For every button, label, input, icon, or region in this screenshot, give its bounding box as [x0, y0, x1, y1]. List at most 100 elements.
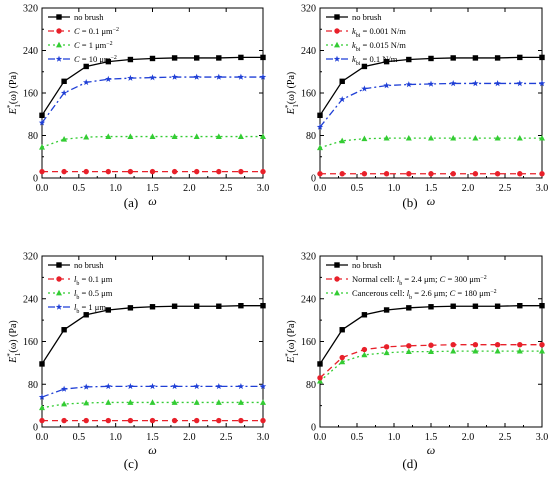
y-label-sup: * [6, 104, 14, 108]
data-point [171, 73, 178, 80]
x-tick-label: 0.0 [36, 432, 49, 443]
x-tick-label: 1.0 [388, 432, 401, 443]
data-point [472, 303, 479, 309]
legend-text-part: −2 [490, 289, 496, 295]
legend-text-part: = 0.1 μm [80, 26, 113, 36]
data-point [39, 404, 45, 411]
legend-text-part: bi [356, 47, 361, 53]
x-tick-label: 0.0 [314, 183, 327, 194]
legend-marker [334, 41, 340, 48]
data-point [317, 377, 323, 384]
data-point [60, 385, 68, 392]
chart-panel-3: 0.0 0.5 1.0 1.5 2.0 2.5 3.0 0 80 160 240 320 ω E*1(ω)… [284, 252, 548, 472]
data-point [149, 399, 156, 405]
data-point [494, 134, 501, 141]
y-tick-label: 320 [301, 252, 316, 263]
legend-text-part: l [74, 288, 77, 298]
legend-text-part: = 1 μm [80, 40, 107, 50]
legend-marker [55, 303, 63, 310]
legend-text-part: = 0.001 N/m [360, 26, 406, 36]
series-1 [39, 168, 266, 175]
y-tick-label: 320 [301, 4, 316, 15]
series-line [319, 305, 542, 365]
data-point [539, 54, 545, 61]
data-point [494, 342, 501, 348]
series-2 [317, 347, 545, 384]
x-tick-label: 3.0 [257, 432, 270, 443]
data-point [216, 168, 222, 175]
data-point [83, 133, 90, 140]
data-point [428, 348, 434, 355]
data-point [83, 63, 89, 70]
series-3 [316, 80, 546, 130]
x-tick-label: 1.5 [146, 432, 159, 443]
series-line [41, 305, 263, 365]
x-tick-label: 1.5 [425, 432, 438, 443]
data-point [494, 80, 501, 87]
legend-text-part: = 300 μm [445, 274, 480, 284]
y-label-main: E [8, 357, 19, 364]
data-point [383, 58, 390, 65]
data-point [361, 171, 368, 177]
data-point [383, 134, 390, 141]
data-point [405, 348, 412, 355]
data-point [61, 327, 67, 333]
legend-text-part: b [399, 281, 402, 287]
x-tick-label: 3.0 [257, 183, 270, 194]
legend-entry: Normal cell: lb = 2.4 μm; C = 300 μm−2 [326, 274, 487, 287]
panel-label: (a) [124, 195, 138, 210]
data-point [260, 133, 266, 139]
x-tick-label: 2.0 [462, 432, 475, 443]
data-point [539, 302, 545, 309]
data-point [317, 144, 323, 151]
data-point [494, 347, 501, 354]
legend-marker [334, 14, 340, 20]
y-tick-label: 0 [311, 174, 316, 185]
data-point [105, 382, 112, 390]
data-point [194, 168, 200, 175]
legend-text-part: k [352, 26, 356, 36]
data-point [215, 133, 222, 139]
x-tick-label: 0.5 [73, 183, 86, 194]
data-point [406, 56, 412, 63]
legend-entry: no brush [48, 12, 104, 22]
y-axis-label: E*1(ω) (Pa) [284, 72, 300, 116]
data-point [171, 168, 178, 175]
series-2 [317, 134, 545, 151]
y-tick-label: 0 [33, 174, 38, 185]
data-point [516, 134, 523, 141]
data-point [39, 361, 45, 367]
chart-panel-2: 0.0 0.5 1.0 1.5 2.0 2.5 3.0 0 80 160 240 320 ω E*1(ω)… [6, 252, 269, 472]
legend-text-part: = 180 μm [455, 288, 490, 298]
data-point [216, 417, 222, 424]
x-axis-label: ω [148, 443, 156, 457]
data-point [260, 168, 266, 175]
legend-entry: kbi = 0.001 N/m [326, 26, 406, 39]
data-point [260, 302, 266, 309]
legend-marker [55, 55, 63, 62]
data-point [149, 74, 156, 81]
data-point [428, 134, 434, 141]
legend-marker [334, 276, 340, 282]
y-label-main: E [8, 108, 19, 115]
legend-text-part: = 10 μm [80, 54, 111, 64]
legend-marker [56, 262, 62, 268]
y-axis-label: E*1(ω) (Pa) [6, 320, 22, 364]
legend-text-part: C [450, 288, 456, 298]
legend-text-part: −2 [480, 275, 486, 281]
data-point [193, 382, 200, 390]
data-point [517, 302, 523, 309]
data-point [238, 302, 244, 309]
data-point [83, 399, 90, 406]
legend-text-part: C [440, 274, 446, 284]
legend-text-part: b [76, 281, 79, 287]
data-point [361, 312, 368, 318]
data-point [237, 399, 244, 405]
data-point [339, 171, 345, 177]
y-tick-label: 80 [28, 380, 38, 391]
series-3 [38, 73, 267, 126]
data-point [260, 399, 266, 405]
data-point [259, 382, 267, 390]
data-point [237, 382, 245, 390]
